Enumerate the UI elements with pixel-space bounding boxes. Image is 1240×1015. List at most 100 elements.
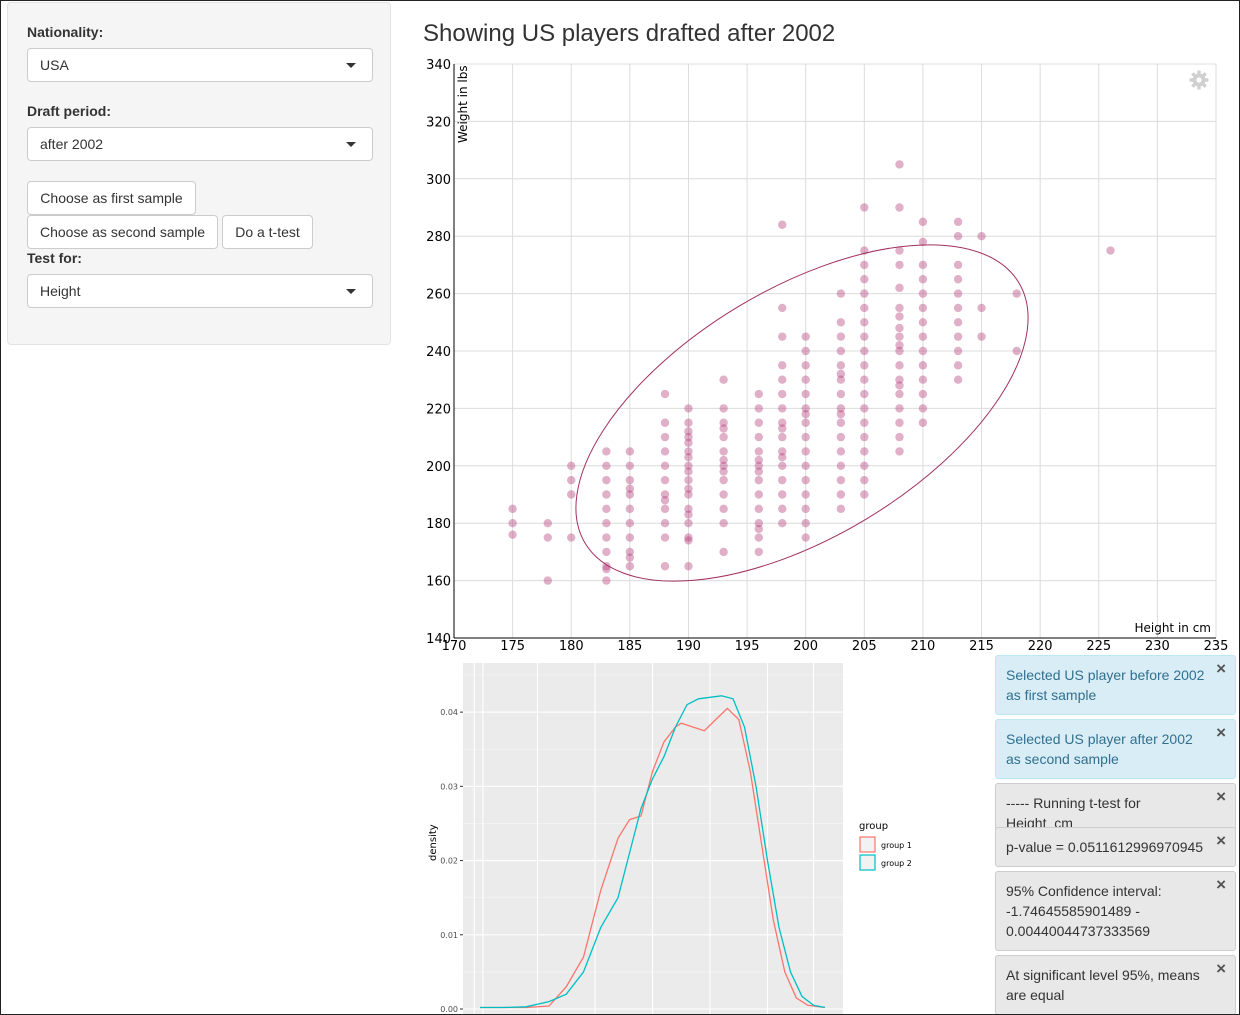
scatter-point — [684, 438, 693, 448]
scatter-point — [602, 519, 611, 528]
density-grid — [463, 663, 843, 1015]
notification: At significant level 95%, means are equa… — [995, 955, 1236, 1015]
draft-period-select[interactable]: after 2002 — [27, 127, 373, 161]
x-axis-label: Height in cm — [1134, 621, 1211, 635]
t-test-button[interactable]: Do a t-test — [222, 215, 313, 249]
y-tick-label: 320 — [426, 115, 451, 130]
notification: 95% Confidence interval: -1.746455859014… — [995, 871, 1236, 951]
x-tick-label: 205 — [852, 639, 877, 654]
density-axes: 0.00 0.01 0.02 0.03 0.04 — [440, 708, 463, 1014]
scatter-point — [754, 389, 763, 399]
y-tick-label: 280 — [426, 230, 451, 245]
density-y-tick-label: 0.02 — [440, 857, 458, 866]
nationality-value: USA — [40, 57, 69, 73]
scatter-point — [953, 318, 963, 327]
scatter-point — [918, 303, 928, 313]
close-icon[interactable]: × — [1216, 875, 1226, 894]
scatter-point — [836, 389, 846, 399]
scatter-point — [754, 524, 763, 534]
close-icon[interactable]: × — [1216, 959, 1226, 978]
close-icon[interactable]: × — [1216, 787, 1226, 806]
notification: Selected US player after 2002 as second … — [995, 719, 1236, 779]
scatter-point — [1106, 246, 1115, 255]
choose-first-sample-button[interactable]: Choose as first sample — [27, 181, 196, 215]
scatter-point — [895, 375, 904, 384]
legend-key — [859, 854, 876, 871]
scatter-point — [860, 447, 869, 456]
scatter-point — [953, 361, 963, 370]
scatter-point — [860, 404, 869, 413]
scatter-point — [684, 536, 693, 545]
scatter-point — [836, 475, 846, 485]
scatter-point — [684, 427, 693, 436]
scatter-point — [778, 519, 787, 528]
density-y-tick-label: 0.00 — [440, 1005, 458, 1014]
scatter-point — [625, 504, 635, 514]
y-axis-label: Weight in lbs — [456, 65, 470, 143]
scatter-point — [836, 369, 846, 379]
scatter-point — [778, 490, 787, 499]
scatter-point — [801, 375, 810, 384]
scatter-point — [918, 332, 928, 341]
choose-second-sample-button[interactable]: Choose as second sample — [27, 215, 218, 249]
scatter-point — [684, 404, 693, 413]
scatter-point — [860, 389, 869, 399]
scatter-point — [660, 389, 670, 399]
scatter-point — [895, 432, 904, 442]
scatter-point — [754, 504, 763, 514]
test-for-select[interactable]: Height — [27, 274, 373, 308]
scatter-point — [660, 461, 670, 470]
scatter-point — [625, 490, 635, 499]
scatter-point — [567, 461, 576, 470]
scatter-point — [684, 475, 693, 485]
scatter-point — [801, 346, 810, 356]
x-tick-label: 195 — [735, 639, 760, 654]
scatter-point — [754, 519, 763, 528]
scatter-point — [625, 547, 635, 557]
scatter-point — [684, 418, 693, 427]
scatter-point — [895, 346, 904, 356]
scatter-point — [778, 375, 787, 384]
scatter-point — [754, 475, 763, 485]
scatter-point — [953, 346, 963, 356]
scatter-grid — [453, 63, 1217, 639]
scatter-point — [895, 389, 904, 399]
draft-period-label: Draft period: — [27, 103, 111, 119]
scatter-point — [625, 553, 635, 562]
close-icon[interactable]: × — [1216, 723, 1226, 742]
scatter-point — [754, 418, 763, 427]
scatter-point — [836, 461, 846, 470]
close-icon[interactable]: × — [1216, 831, 1226, 850]
scatter-point — [684, 562, 693, 571]
scatter-point — [754, 432, 763, 442]
scatter-point — [684, 504, 693, 514]
scatter-point — [778, 461, 787, 470]
close-icon[interactable]: × — [1216, 659, 1226, 678]
scatter-point — [754, 447, 763, 456]
scatter-point — [977, 303, 986, 313]
notification: p-value = 0.0511612996970945 × — [995, 827, 1236, 867]
density-plot: 0.00 0.01 0.02 0.03 0.04 density group group… — [428, 663, 912, 1015]
chevron-down-icon — [346, 142, 356, 147]
scatter-point — [860, 203, 869, 212]
scatter-point — [918, 346, 928, 356]
scatter-point — [778, 303, 787, 313]
scatter-point — [918, 361, 928, 370]
scatter-point — [836, 504, 846, 514]
y-tick-label: 180 — [426, 517, 451, 532]
scatter-point — [778, 447, 787, 456]
gear-icon[interactable] — [1189, 70, 1209, 90]
scatter-plot[interactable]: 170 175 180 185 190 195 200 205 210 215 220 225 230 2… — [0, 0, 1240, 660]
scatter-points — [508, 160, 1115, 585]
scatter-point — [602, 533, 611, 542]
scatter-point — [602, 475, 611, 485]
sidebar-panel: Nationality: USA Draft period: after 200… — [7, 2, 391, 345]
chevron-down-icon — [346, 289, 356, 294]
scatter-point — [754, 461, 763, 470]
nationality-select[interactable]: USA — [27, 48, 373, 82]
density-line-group-1 — [480, 707, 826, 1009]
scatter-point — [684, 510, 693, 519]
scatter-point — [801, 404, 810, 413]
legend-key — [859, 836, 876, 853]
scatter-point — [660, 496, 670, 505]
